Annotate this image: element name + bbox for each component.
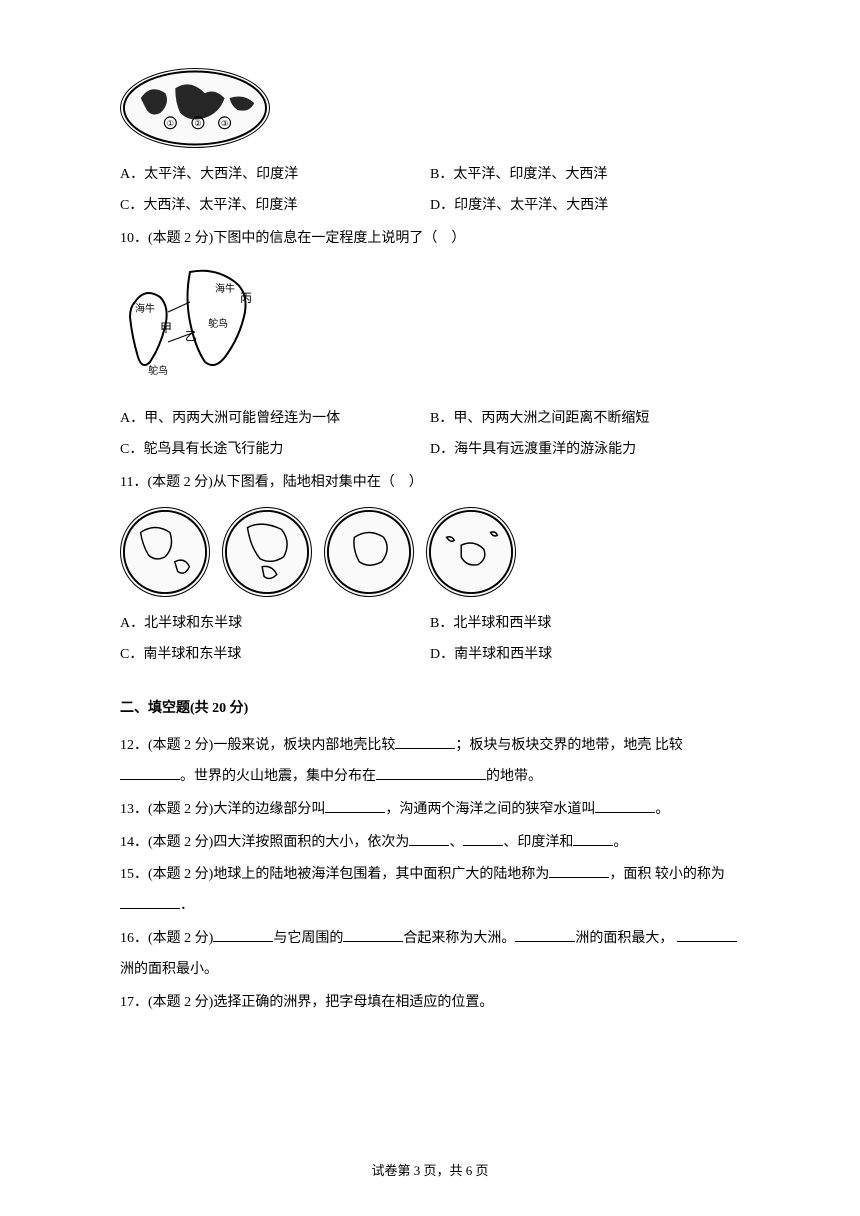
q10-option-a[interactable]: A．甲、丙两大洲可能曾经连为一体 <box>120 404 430 435</box>
q10-option-d[interactable]: D．海牛具有远渡重洋的游泳能力 <box>430 435 740 466</box>
svg-text:乙: 乙 <box>185 329 197 343</box>
globe-3-icon <box>324 507 414 597</box>
q14-blank-3[interactable] <box>573 832 613 846</box>
q9-option-b[interactable]: B．太平洋、印度洋、大西洋 <box>430 160 740 191</box>
q14-text-2: 、 <box>449 835 463 850</box>
q10-options: A．甲、丙两大洲可能曾经连为一体 B．甲、丙两大洲之间距离不断缩短 C．鸵鸟具有… <box>120 404 740 466</box>
q11-figure <box>120 507 740 597</box>
q14-text-1: 14．(本题 2 分)四大洋按照面积的大小，依次为 <box>120 835 409 850</box>
q16-text-3: 合起来称为大洲。 <box>403 931 515 946</box>
q11-option-b[interactable]: B．北半球和西半球 <box>430 609 740 640</box>
q13-blank-2[interactable] <box>595 799 655 813</box>
q16-blank-2[interactable] <box>343 928 403 942</box>
svg-text:丙: 丙 <box>240 291 252 305</box>
q13: 13．(本题 2 分)大洋的边缘部分叫 ，沟通两个海洋之间的狭窄水道叫 。 <box>120 795 740 826</box>
section-2-title: 二、填空题(共 20 分) <box>120 694 740 725</box>
q12-blank-2[interactable] <box>120 766 180 780</box>
svg-text:鸵鸟: 鸵鸟 <box>208 317 228 330</box>
q12: 12．(本题 2 分)一般来说，板块内部地壳比较 ；板块与板块交界的地带，地壳 比… <box>120 731 740 793</box>
q9-option-c[interactable]: C．大西洋、太平洋、印度洋 <box>120 191 430 222</box>
q15-text-4: ． <box>180 898 194 913</box>
q15-blank-1[interactable] <box>549 864 609 878</box>
svg-text:甲: 甲 <box>160 321 172 335</box>
q13-text-1: 13．(本题 2 分)大洋的边缘部分叫 <box>120 802 325 817</box>
q12-blank-1[interactable] <box>395 735 455 749</box>
q17: 17．(本题 2 分)选择正确的洲界，把字母填在相适应的位置。 <box>120 988 740 1019</box>
q11-option-c[interactable]: C．南半球和东半球 <box>120 640 430 671</box>
svg-text:③: ③ <box>221 119 228 128</box>
q10-option-c[interactable]: C．鸵鸟具有长途飞行能力 <box>120 435 430 466</box>
globe-1-icon <box>120 507 210 597</box>
q16-blank-1[interactable] <box>213 928 273 942</box>
q12-text-3: 比较 <box>655 738 683 753</box>
q16-text-4: 洲的面积最大， <box>575 931 673 946</box>
q15-text-1: 15．(本题 2 分)地球上的陆地被海洋包围着，其中面积广大的陆地称为 <box>120 867 549 882</box>
q16-text-5: 洲的面积最小。 <box>120 962 218 977</box>
q14-text-3: 、印度洋和 <box>503 835 573 850</box>
q16-blank-4[interactable] <box>677 928 737 942</box>
q12-blank-3[interactable] <box>376 766 486 780</box>
q14-text-4: 。 <box>613 835 627 850</box>
svg-text:②: ② <box>194 119 201 128</box>
q12-text-5: 的地带。 <box>486 769 542 784</box>
svg-text:①: ① <box>167 119 174 128</box>
q10-stem: 10．(本题 2 分)下图中的信息在一定程度上说明了（ ） <box>120 224 740 255</box>
q16-text-2: 与它周围的 <box>273 931 343 946</box>
q15: 15．(本题 2 分)地球上的陆地被海洋包围着，其中面积广大的陆地称为 ，面积 较… <box>120 860 740 922</box>
q9-options: A．太平洋、大西洋、印度洋 B．太平洋、印度洋、大西洋 C．大西洋、太平洋、印度… <box>120 160 740 222</box>
q12-text-4: 。世界的火山地震，集中分布在 <box>180 769 376 784</box>
page-footer: 试卷第 3 页，共 6 页 <box>0 1157 860 1186</box>
q13-text-2: ，沟通两个海洋之间的狭窄水道叫 <box>385 802 595 817</box>
q13-text-3: 。 <box>655 802 669 817</box>
continents-drift-icon: 甲 乙 丙 海牛 海牛 鸵鸟 鸵鸟 <box>120 262 270 392</box>
q13-blank-1[interactable] <box>325 799 385 813</box>
q15-blank-2[interactable] <box>120 895 180 909</box>
q16-text-1: 16．(本题 2 分) <box>120 931 213 946</box>
globe-2-icon <box>222 507 312 597</box>
q16: 16．(本题 2 分) 与它周围的 合起来称为大洲。 洲的面积最大， 洲的面积最小。 <box>120 924 740 986</box>
svg-text:鸵鸟: 鸵鸟 <box>148 364 168 377</box>
q14-blank-1[interactable] <box>409 832 449 846</box>
globe-4-icon <box>426 507 516 597</box>
svg-text:海牛: 海牛 <box>215 282 235 295</box>
q12-text-1: 12．(本题 2 分)一般来说，板块内部地壳比较 <box>120 738 395 753</box>
q9-option-d[interactable]: D．印度洋、太平洋、大西洋 <box>430 191 740 222</box>
q14-blank-2[interactable] <box>463 832 503 846</box>
q9-figure: ① ② ③ <box>120 68 740 148</box>
q12-text-2: ；板块与板块交界的地带，地壳 <box>455 738 651 753</box>
q11-option-d[interactable]: D．南半球和西半球 <box>430 640 740 671</box>
q11-options: A．北半球和东半球 B．北半球和西半球 C．南半球和东半球 D．南半球和西半球 <box>120 609 740 671</box>
q14: 14．(本题 2 分)四大洋按照面积的大小，依次为 、 、印度洋和 。 <box>120 828 740 859</box>
q15-text-3: 较小的称为 <box>655 867 725 882</box>
q11-option-a[interactable]: A．北半球和东半球 <box>120 609 430 640</box>
q11-stem: 11．(本题 2 分)从下图看，陆地相对集中在（ ） <box>120 468 740 499</box>
svg-text:海牛: 海牛 <box>135 302 155 315</box>
q10-figure: 甲 乙 丙 海牛 海牛 鸵鸟 鸵鸟 <box>120 262 740 392</box>
world-map-ellipse-icon: ① ② ③ <box>120 68 270 148</box>
q15-text-2: ，面积 <box>609 867 651 882</box>
q9-option-a[interactable]: A．太平洋、大西洋、印度洋 <box>120 160 430 191</box>
q10-option-b[interactable]: B．甲、丙两大洲之间距离不断缩短 <box>430 404 740 435</box>
q16-blank-3[interactable] <box>515 928 575 942</box>
